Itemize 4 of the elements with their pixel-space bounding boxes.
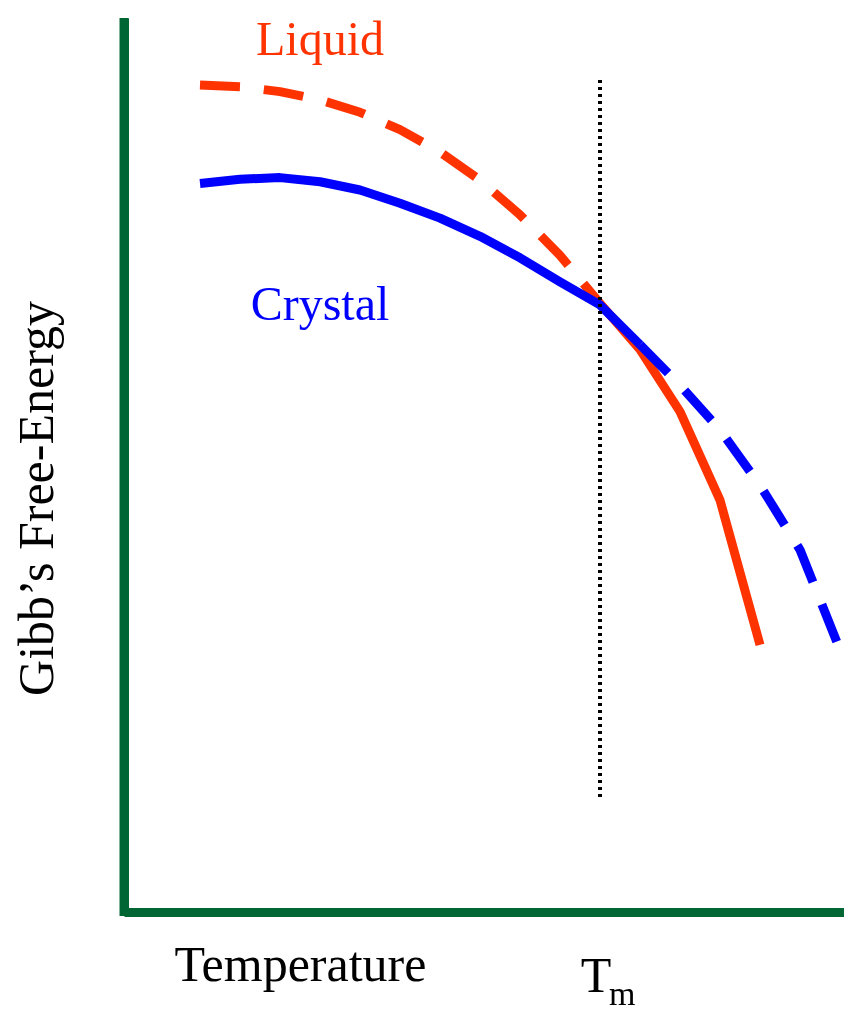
series-label: Liquid [256,11,384,65]
x-axis-title: Temperature [174,935,427,992]
y-axis-title: Gibb’s Free-Energy [7,301,64,696]
series-label: Crystal [250,276,390,330]
